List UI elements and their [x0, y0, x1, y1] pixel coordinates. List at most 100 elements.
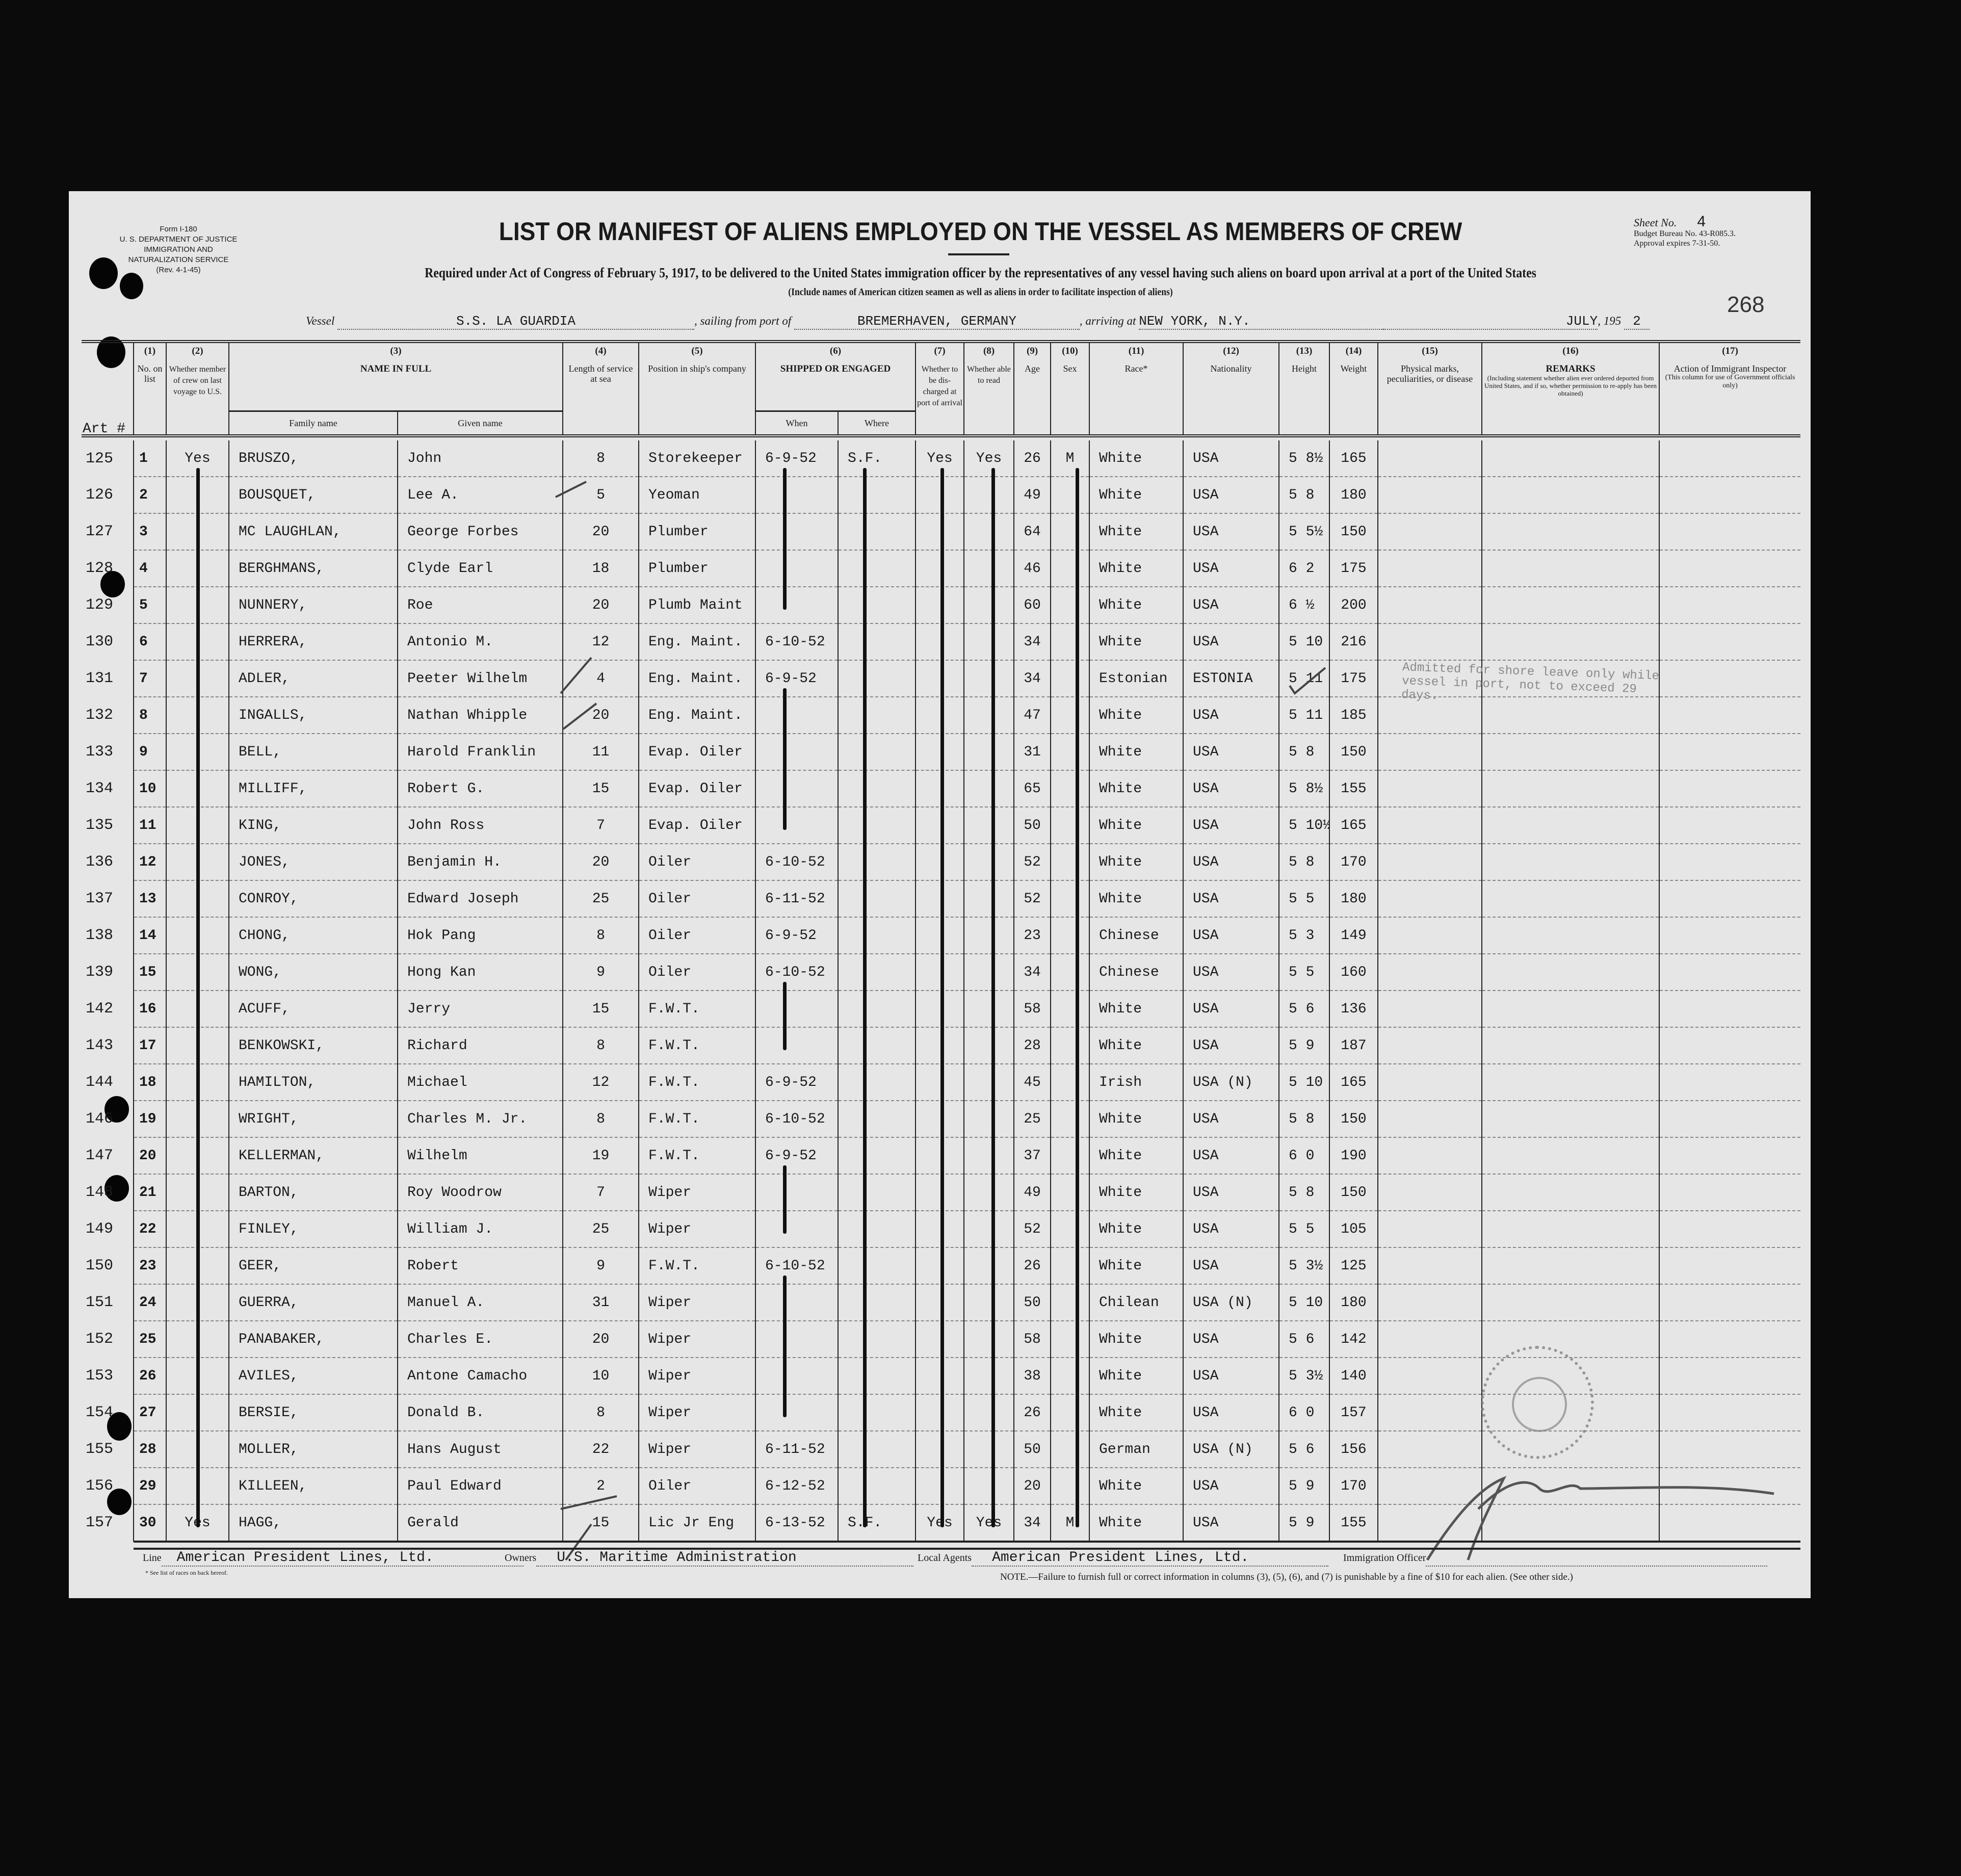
- cell-discharged: [915, 734, 964, 771]
- cell-length: 25: [562, 880, 639, 918]
- cell-age: 20: [1013, 1468, 1051, 1505]
- cell-nationality: USA: [1183, 807, 1279, 844]
- cell-given: Benjamin H.: [397, 844, 563, 881]
- cell-race: White: [1089, 550, 1183, 587]
- cell-nationality: USA: [1183, 623, 1279, 661]
- cell-race: White: [1089, 1101, 1183, 1138]
- cell-weight: 150: [1329, 1101, 1378, 1138]
- crew-row: 156 29 KILLEEN, Paul Edward 2 Oiler 6-12-52 20 W…: [82, 1468, 1800, 1505]
- cell-art: 148: [86, 1184, 114, 1201]
- cell-sex: [1050, 1211, 1089, 1248]
- cell-no: 27: [133, 1394, 166, 1431]
- cell-art: 150: [86, 1257, 114, 1274]
- cell-inspector: [1659, 1284, 1800, 1321]
- cell-race: White: [1089, 1468, 1183, 1505]
- cell-given: Michael: [397, 1064, 563, 1101]
- vessel-label: Vessel: [306, 315, 335, 327]
- cell-where: [838, 991, 916, 1028]
- crew-row: 128 4 BERGHMANS, Clyde Earl 18 Plumber 46 White…: [82, 550, 1800, 587]
- cell-art: 135: [86, 817, 114, 834]
- column-headers: Art # (1) No. on list (2) Whether member o…: [82, 340, 1801, 437]
- cell-inspector: [1659, 477, 1800, 514]
- cell-where: [838, 1247, 916, 1285]
- cell-no: 15: [133, 954, 166, 991]
- cell-sex: [1050, 1394, 1089, 1431]
- cell-sex: [1050, 660, 1089, 697]
- cell-discharged: Yes: [915, 440, 964, 477]
- crew-row: 152 25 PANABAKER, Charles E. 20 Wiper 58 White U…: [82, 1321, 1800, 1358]
- cell-inspector: [1659, 550, 1800, 587]
- cell-age: 50: [1013, 1284, 1051, 1321]
- approval-expiry: Approval expires 7-31-50.: [1634, 239, 1720, 248]
- cell-read: [963, 954, 1014, 991]
- department: U. S. DEPARTMENT OF JUSTICE: [119, 235, 238, 244]
- cell-sex: [1050, 697, 1089, 734]
- cell-sex: [1050, 1174, 1089, 1211]
- cell-weight: 136: [1329, 991, 1378, 1028]
- cell-age: 52: [1013, 880, 1051, 918]
- cell-remarks: [1481, 1284, 1659, 1321]
- cell-given: Antone Camacho: [397, 1358, 563, 1395]
- cell-given: Edward Joseph: [397, 880, 563, 918]
- cell-remarks: [1481, 1211, 1659, 1248]
- cell-length: 8: [562, 917, 639, 954]
- cell-art: 147: [86, 1147, 114, 1164]
- cell-race: Chinese: [1089, 954, 1183, 991]
- cell-discharged: [915, 623, 964, 661]
- cell-discharged: [915, 587, 964, 624]
- cell-where: [838, 1394, 916, 1431]
- cell-when: 6-11-52: [755, 880, 838, 918]
- cell-when: [755, 477, 838, 514]
- cell-physical: [1377, 477, 1482, 514]
- revision: (Rev. 4-1-45): [156, 266, 201, 274]
- cell-race: White: [1089, 844, 1183, 881]
- cell-art: 132: [86, 707, 114, 724]
- cell-nationality: USA: [1183, 1468, 1279, 1505]
- cell-nationality: USA: [1183, 844, 1279, 881]
- cell-family: MOLLER,: [228, 1431, 398, 1468]
- col-physical: (15) Physical marks, peculiarities, or di…: [1377, 342, 1482, 436]
- cell-physical: [1377, 1431, 1482, 1468]
- cell-nationality: USA: [1183, 513, 1279, 551]
- col-length: (4) Length of service at sea: [562, 342, 639, 436]
- cell-length: 2: [562, 1468, 639, 1505]
- cell-inspector: [1659, 1321, 1800, 1358]
- cell-race: White: [1089, 734, 1183, 771]
- year-prefix: , 195: [1598, 315, 1622, 327]
- ditto-mark: [783, 1275, 787, 1417]
- cell-length: 15: [562, 770, 639, 807]
- cell-physical: [1377, 587, 1482, 624]
- cell-art: 151: [86, 1294, 114, 1311]
- cell-race: Chinese: [1089, 917, 1183, 954]
- cell-position: Yeoman: [638, 477, 755, 514]
- cell-position: Evap. Oiler: [638, 807, 755, 844]
- cell-nationality: USA: [1183, 1027, 1279, 1064]
- cell-where: [838, 1321, 916, 1358]
- cell-remarks: [1481, 1174, 1659, 1211]
- cell-height: 5 8: [1278, 734, 1329, 771]
- cell-inspector: [1659, 623, 1800, 661]
- cell-given: Harold Franklin: [397, 734, 563, 771]
- cell-position: Oiler: [638, 1468, 755, 1505]
- cell-height: 5 9: [1278, 1468, 1329, 1505]
- sheet-info: Sheet No. 4 Budget Bureau No. 43-R085.3. …: [1634, 214, 1802, 248]
- cell-family: BERGHMANS,: [228, 550, 398, 587]
- cell-race: White: [1089, 807, 1183, 844]
- cell-no: 23: [133, 1247, 166, 1285]
- cell-family: KELLERMAN,: [228, 1137, 398, 1175]
- cell-height: 5 3½: [1278, 1358, 1329, 1395]
- cell-nationality: USA: [1183, 477, 1279, 514]
- cell-length: 11: [562, 734, 639, 771]
- cell-age: 34: [1013, 660, 1051, 697]
- cell-remarks: [1481, 587, 1659, 624]
- cell-nationality: ESTONIA: [1183, 660, 1279, 697]
- cell-when: 6-12-52: [755, 1468, 838, 1505]
- cell-position: Oiler: [638, 954, 755, 991]
- cell-where: [838, 1358, 916, 1395]
- cell-discharged: [915, 1247, 964, 1285]
- cell-read: [963, 1321, 1014, 1358]
- cell-family: INGALLS,: [228, 697, 398, 734]
- cell-race: Irish: [1089, 1064, 1183, 1101]
- cell-remarks: [1481, 1137, 1659, 1175]
